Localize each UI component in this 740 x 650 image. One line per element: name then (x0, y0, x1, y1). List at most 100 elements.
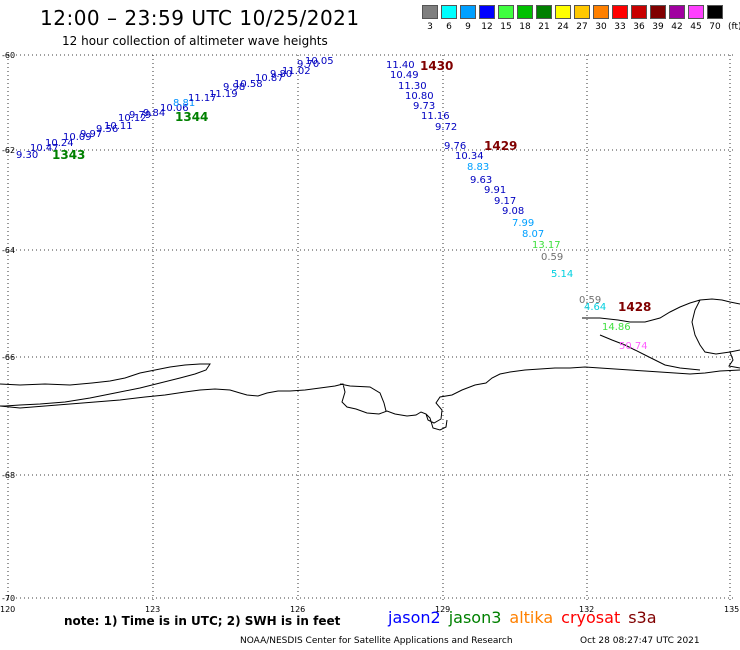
wave-height-value: 9.79 (129, 110, 151, 121)
wave-height-value: 10.06 (160, 103, 189, 114)
pass-id-label: 1344 (175, 110, 208, 124)
wave-height-value: 10.49 (390, 70, 419, 81)
wave-height-value: 9.91 (484, 185, 506, 196)
lat-label: -64 (2, 246, 15, 255)
legend-swatch (650, 5, 666, 19)
lon-label: 132 (579, 605, 594, 614)
legend-swatch (422, 5, 438, 19)
legend-swatch (669, 5, 685, 19)
wave-height-value: 9.80 (270, 69, 292, 80)
pass-id-label: 1343 (52, 148, 85, 162)
wave-height-value: 10.24 (45, 138, 74, 149)
legend-label: 9 (465, 22, 471, 32)
satellite-name: altika (509, 608, 554, 627)
satellite-name: jason3 (448, 608, 502, 627)
wave-height-value: 11.02 (282, 66, 311, 77)
footer-note: note: 1) Time is in UTC; 2) SWH is in fe… (64, 614, 341, 628)
latitude-labels: -60 -62 -64 -66 -68 -70 (2, 51, 15, 603)
wave-height-values: 9.3010.4710.2410.099.979.5610.1110.129.7… (16, 56, 648, 352)
legend-swatch (574, 5, 590, 19)
lon-label: 126 (290, 605, 305, 614)
pass-id-label: 1429 (484, 139, 517, 153)
wave-height-value: 10.87 (255, 73, 284, 84)
map-title: 12:00 – 23:59 UTC 10/25/2021 (40, 6, 360, 30)
wave-height-value: 0.59 (579, 295, 601, 306)
wave-height-value: 50.74 (619, 341, 648, 352)
satellite-name: s3a (628, 608, 657, 627)
wave-height-value: 8.81 (173, 98, 195, 109)
legend-label: 45 (690, 22, 702, 32)
wave-height-value: 9.63 (470, 175, 492, 186)
credit-timestamp: Oct 28 08:27:47 UTC 2021 (580, 636, 700, 646)
grid-lines (7, 54, 735, 600)
legend-swatch (441, 5, 457, 19)
legend-label: 15 (500, 22, 512, 32)
wave-height-value: 11.30 (398, 81, 427, 92)
legend-swatch (631, 5, 647, 19)
legend-swatch (555, 5, 571, 19)
wave-height-value: 7.99 (512, 218, 534, 229)
wave-height-value: 8.83 (467, 162, 489, 173)
lat-label: -68 (2, 471, 15, 480)
legend-label: 33 (614, 22, 626, 32)
lat-label: -60 (2, 51, 15, 60)
legend-swatch (479, 5, 495, 19)
legend-swatch (536, 5, 552, 19)
legend-label: 30 (595, 22, 607, 32)
lon-label: 135 (724, 605, 739, 614)
wave-height-value: 10.09 (63, 132, 92, 143)
wave-height-value: 9.72 (435, 122, 457, 133)
map-subtitle: 12 hour collection of altimeter wave hei… (62, 34, 328, 48)
legend-label: 70 (709, 22, 721, 32)
antarctic-coastline (0, 298, 740, 431)
wave-height-value: 9.98 (223, 82, 245, 93)
pass-id-label: 1430 (420, 59, 453, 73)
wave-height-value: 10.47 (30, 143, 59, 154)
legend-swatch (517, 5, 533, 19)
satellite-legend: jason2 jason3 altika cryosat s3a (388, 608, 665, 627)
legend-label: 18 (519, 22, 531, 32)
lon-label: 120 (0, 605, 15, 614)
legend-swatch (498, 5, 514, 19)
legend-label: 24 (557, 22, 569, 32)
legend-label: 42 (671, 22, 683, 32)
pass-labels: 1343 1344 1430 1429 1428 (52, 59, 651, 314)
legend-label: 12 (481, 22, 493, 32)
wave-height-value: 9.17 (494, 196, 516, 207)
legend-label: 21 (538, 22, 550, 32)
wave-height-value: 9.56 (96, 124, 118, 135)
wave-height-value: 5.14 (551, 269, 573, 280)
legend-label: 6 (446, 22, 452, 32)
wave-height-value: 9.97 (80, 129, 102, 140)
wave-height-value: 4.64 (584, 302, 606, 313)
wave-height-value: 0.59 (541, 252, 563, 263)
lat-label: -66 (2, 353, 15, 362)
wave-height-value: 11.16 (421, 111, 450, 122)
legend-swatch (593, 5, 609, 19)
wave-height-value: 10.34 (455, 151, 484, 162)
pass-id-label: 1428 (618, 300, 651, 314)
legend-label: 39 (652, 22, 664, 32)
lon-label: 129 (435, 605, 450, 614)
wave-height-value: 13.17 (532, 240, 561, 251)
satellite-name: jason2 (388, 608, 441, 627)
wave-height-value: 10.12 (118, 113, 147, 124)
wave-height-value: 10.11 (104, 121, 133, 132)
longitude-labels: 120 123 126 129 132 135 (0, 605, 739, 614)
lat-label: -62 (2, 146, 15, 155)
legend-label: 27 (576, 22, 588, 32)
legend-unit: (ft) (728, 22, 740, 32)
satellite-name: cryosat (561, 608, 621, 627)
wave-height-value: 11.19 (209, 89, 238, 100)
wave-height-value: 11.40 (386, 60, 415, 71)
legend-swatch (612, 5, 628, 19)
legend-label: 3 (427, 22, 433, 32)
wave-height-value: 8.07 (522, 229, 544, 240)
wave-height-value: 10.58 (234, 79, 263, 90)
wave-height-value: 10.05 (305, 56, 334, 67)
legend-swatch (707, 5, 723, 19)
wave-height-value: 9.76 (444, 141, 466, 152)
wave-height-value: 10.80 (405, 91, 434, 102)
lat-label: -70 (2, 594, 15, 603)
